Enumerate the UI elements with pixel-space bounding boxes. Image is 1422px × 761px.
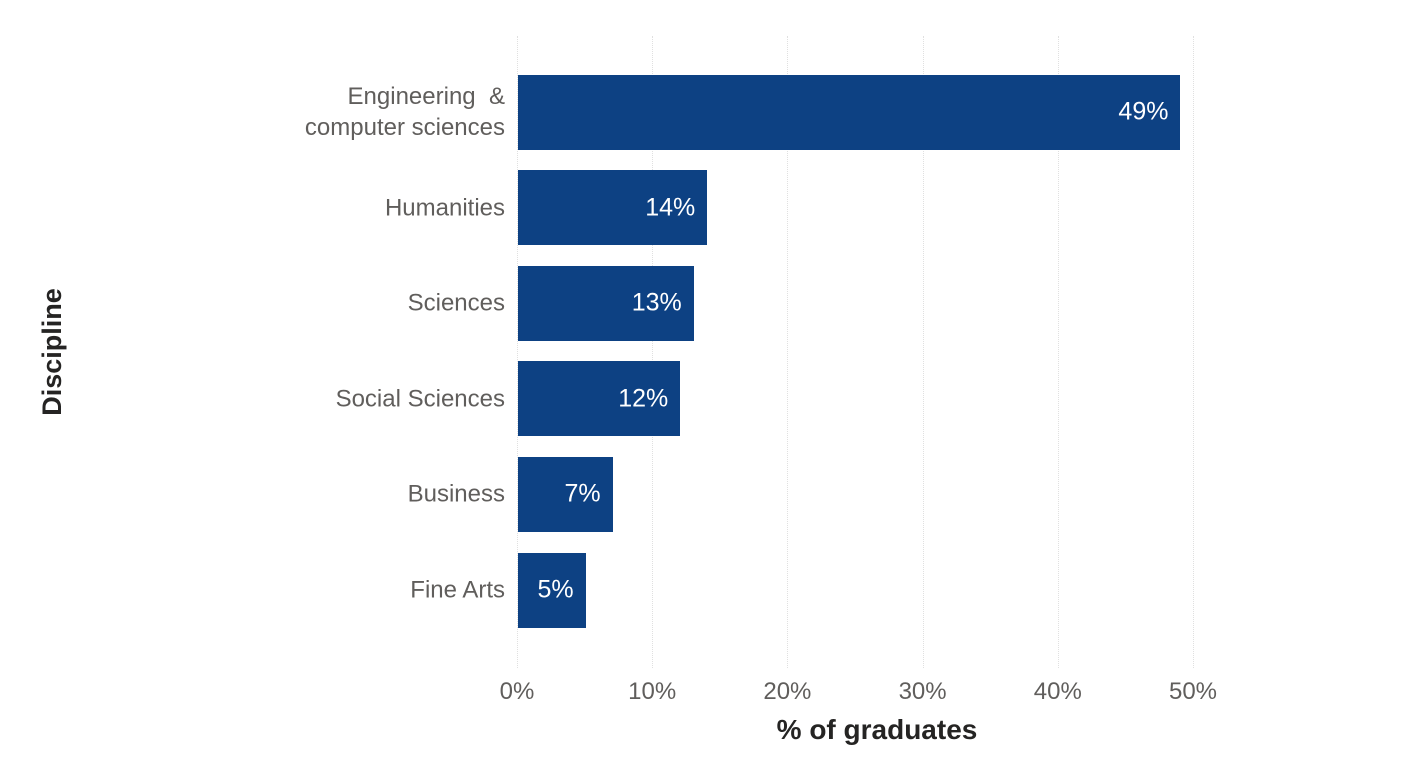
x-tick-label: 0% <box>499 678 535 705</box>
bar[interactable]: 14% <box>518 170 708 246</box>
gridline <box>517 36 518 668</box>
x-tick-label: 30% <box>898 678 947 705</box>
bar[interactable]: 13% <box>518 265 694 341</box>
bar-value-label: 7% <box>564 479 601 508</box>
x-tick-label: 10% <box>628 678 677 705</box>
x-tick-label: 20% <box>763 678 812 705</box>
category-label: Social Sciences <box>335 385 505 413</box>
gridline <box>652 36 654 668</box>
gridline <box>922 36 924 668</box>
category-label: Fine Arts <box>410 576 505 604</box>
x-tick-label: 40% <box>1033 678 1082 705</box>
bar-value-label: 49% <box>1118 97 1169 126</box>
category-label: Business <box>407 480 505 508</box>
bar[interactable]: 7% <box>518 456 613 532</box>
gridline <box>1193 36 1194 668</box>
category-label: Engineering & computer sciences <box>304 83 505 141</box>
y-axis-title: Discipline <box>37 288 67 416</box>
bar-value-label: 5% <box>537 575 574 604</box>
bar[interactable]: 49% <box>518 74 1181 150</box>
gridline <box>1057 36 1059 668</box>
bar-value-label: 14% <box>645 193 696 222</box>
bar-value-label: 12% <box>618 384 669 413</box>
bar[interactable]: 12% <box>518 361 681 437</box>
bar[interactable]: 5% <box>518 552 586 628</box>
plot-area <box>517 36 1362 668</box>
category-label: Sciences <box>407 289 505 317</box>
x-axis-title: % of graduates <box>776 714 978 745</box>
category-label: Humanities <box>384 194 505 222</box>
x-tick-label: 50% <box>1168 678 1218 705</box>
gridline <box>787 36 789 668</box>
bar-value-label: 13% <box>631 288 682 317</box>
